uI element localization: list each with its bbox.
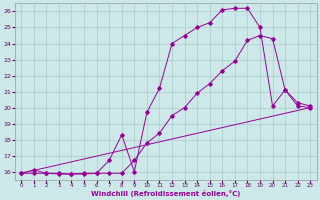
X-axis label: Windchill (Refroidissement éolien,°C): Windchill (Refroidissement éolien,°C) <box>91 190 240 197</box>
